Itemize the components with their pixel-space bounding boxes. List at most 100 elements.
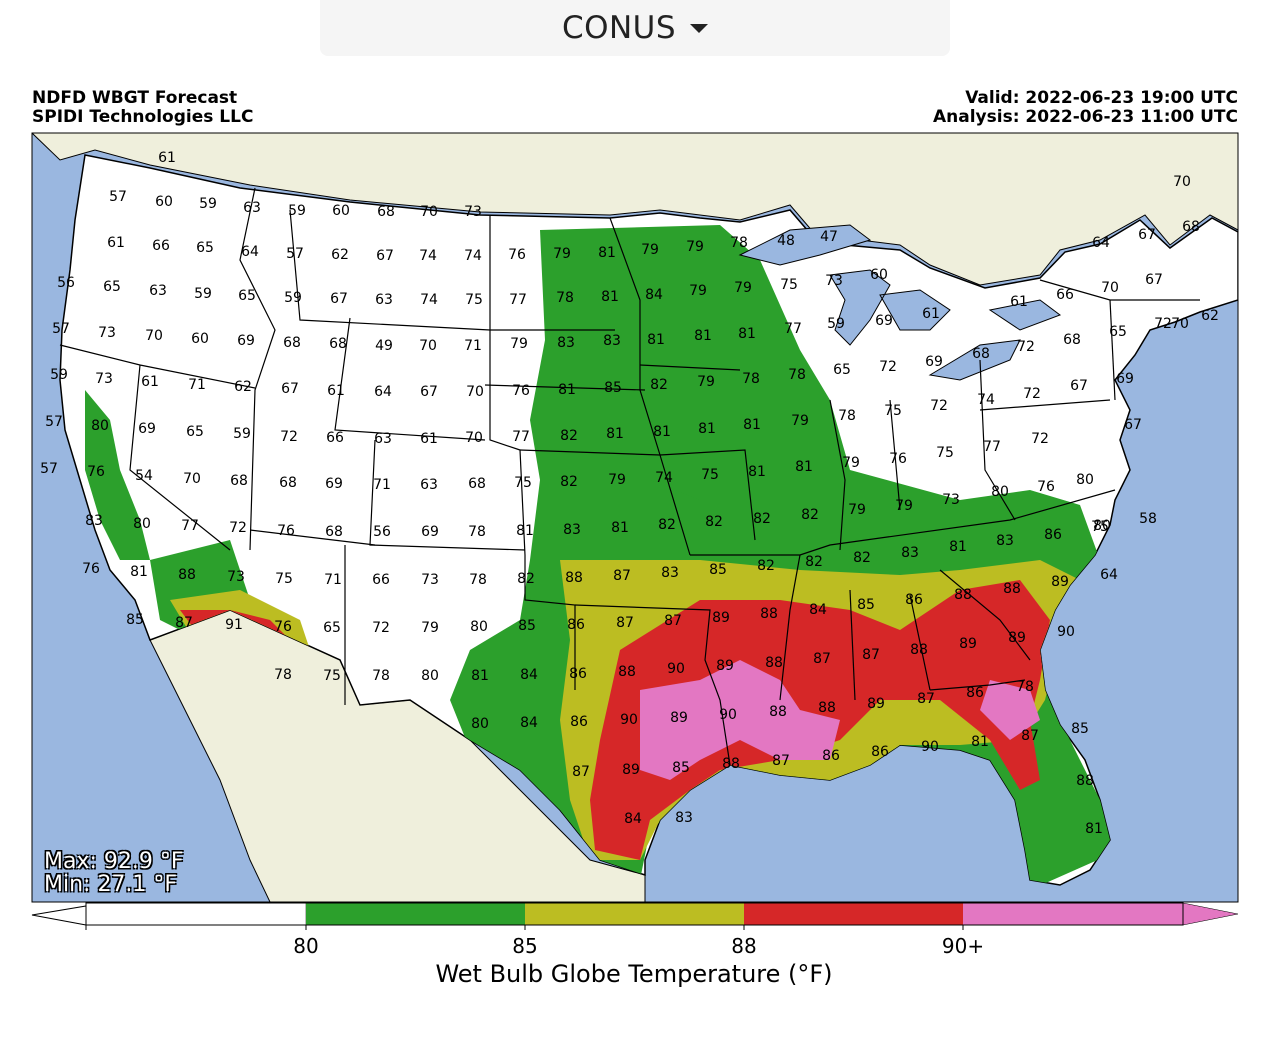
- station-value: 81: [598, 245, 616, 261]
- station-value: 82: [853, 550, 871, 566]
- station-value: 60: [155, 194, 173, 210]
- station-value: 82: [757, 558, 775, 574]
- station-value: 87: [813, 651, 831, 667]
- station-value: 81: [516, 523, 534, 539]
- region-select[interactable]: CONUS: [320, 0, 950, 56]
- station-value: 73: [95, 371, 113, 387]
- station-value: 75: [701, 467, 719, 483]
- station-value: 78: [1016, 679, 1034, 695]
- station-value: 85: [126, 612, 144, 628]
- station-value: 72: [1017, 339, 1035, 355]
- colorbar-label: Wet Bulb Globe Temperature (°F): [435, 960, 833, 988]
- station-value: 79: [842, 455, 860, 471]
- station-value: 74: [420, 292, 438, 308]
- station-value: 76: [274, 619, 292, 635]
- station-value: 65: [238, 288, 256, 304]
- station-value: 72: [930, 398, 948, 414]
- station-value: 59: [199, 196, 217, 212]
- station-value: 78: [838, 408, 856, 424]
- station-value: 67: [1070, 378, 1088, 394]
- station-value: 75: [465, 292, 483, 308]
- station-value: 68: [279, 475, 297, 491]
- station-value: 63: [374, 431, 392, 447]
- station-value: 79: [697, 374, 715, 390]
- station-value: 59: [194, 286, 212, 302]
- colorbar: [31, 902, 1239, 930]
- station-value: 58: [1139, 511, 1157, 527]
- station-value: 68: [230, 473, 248, 489]
- station-value: 85: [709, 562, 727, 578]
- station-value: 79: [553, 246, 571, 262]
- station-value: 80: [421, 668, 439, 684]
- station-value: 80: [991, 484, 1009, 500]
- station-value: 65: [1109, 324, 1127, 340]
- station-value: 59: [50, 367, 68, 383]
- station-value: 81: [743, 417, 761, 433]
- station-value: 83: [661, 565, 679, 581]
- station-value: 64: [241, 244, 259, 260]
- station-value: 88: [954, 587, 972, 603]
- station-value: 83: [901, 545, 919, 561]
- station-value: 89: [867, 696, 885, 712]
- colorbar-tick-label: 88: [731, 934, 757, 958]
- station-value: 86: [567, 617, 585, 633]
- station-value: 74: [419, 248, 437, 264]
- station-value: 67: [330, 291, 348, 307]
- station-value: 81: [471, 668, 489, 684]
- station-value: 79: [791, 413, 809, 429]
- station-value: 67: [1138, 227, 1156, 243]
- station-value: 57: [286, 246, 304, 262]
- station-value: 74: [977, 392, 995, 408]
- region-select-label: CONUS: [561, 10, 677, 46]
- station-value: 78: [788, 367, 806, 383]
- station-value: 75: [936, 445, 954, 461]
- station-value: 80: [133, 516, 151, 532]
- station-value: 87: [613, 568, 631, 584]
- station-value: 90: [1057, 624, 1075, 640]
- station-value: 65: [323, 620, 341, 636]
- station-value: 88: [818, 700, 836, 716]
- station-value: 61: [327, 383, 345, 399]
- station-value: 72: [1023, 386, 1041, 402]
- station-value: 73: [464, 204, 482, 220]
- station-value: 85: [518, 618, 536, 634]
- station-value: 85: [857, 597, 875, 613]
- station-value: 67: [281, 381, 299, 397]
- station-value: 84: [809, 602, 827, 618]
- station-value: 49: [375, 338, 393, 354]
- station-value: 59: [284, 290, 302, 306]
- station-value: 78: [468, 524, 486, 540]
- station-value: 63: [149, 283, 167, 299]
- max-value: Max: 92.9 °F: [44, 849, 184, 874]
- station-value: 88: [765, 655, 783, 671]
- station-value: 69: [325, 476, 343, 492]
- station-value: 79: [641, 242, 659, 258]
- station-value: 82: [650, 377, 668, 393]
- station-value: 72: [372, 620, 390, 636]
- station-value: 87: [917, 691, 935, 707]
- station-value: 83: [603, 333, 621, 349]
- station-value: 76: [1037, 479, 1055, 495]
- station-value: 77: [181, 518, 199, 534]
- station-value: 81: [606, 426, 624, 442]
- station-value: 80: [1093, 518, 1111, 534]
- station-value: 85: [1071, 721, 1089, 737]
- station-value: 65: [103, 279, 121, 295]
- station-value: 61: [107, 235, 125, 251]
- station-value: 69: [237, 333, 255, 349]
- station-value: 89: [670, 710, 688, 726]
- station-value: 73: [942, 492, 960, 508]
- station-value: 72: [280, 429, 298, 445]
- station-value: 82: [560, 474, 578, 490]
- station-value: 82: [705, 514, 723, 530]
- station-value: 75: [1091, 519, 1109, 535]
- station-value: 70: [1173, 174, 1191, 190]
- station-value: 71: [324, 572, 342, 588]
- station-value: 65: [186, 424, 204, 440]
- station-value: 60: [191, 331, 209, 347]
- station-value: 56: [57, 275, 75, 291]
- station-value: 82: [805, 554, 823, 570]
- station-value: 86: [570, 714, 588, 730]
- station-value: 66: [326, 430, 344, 446]
